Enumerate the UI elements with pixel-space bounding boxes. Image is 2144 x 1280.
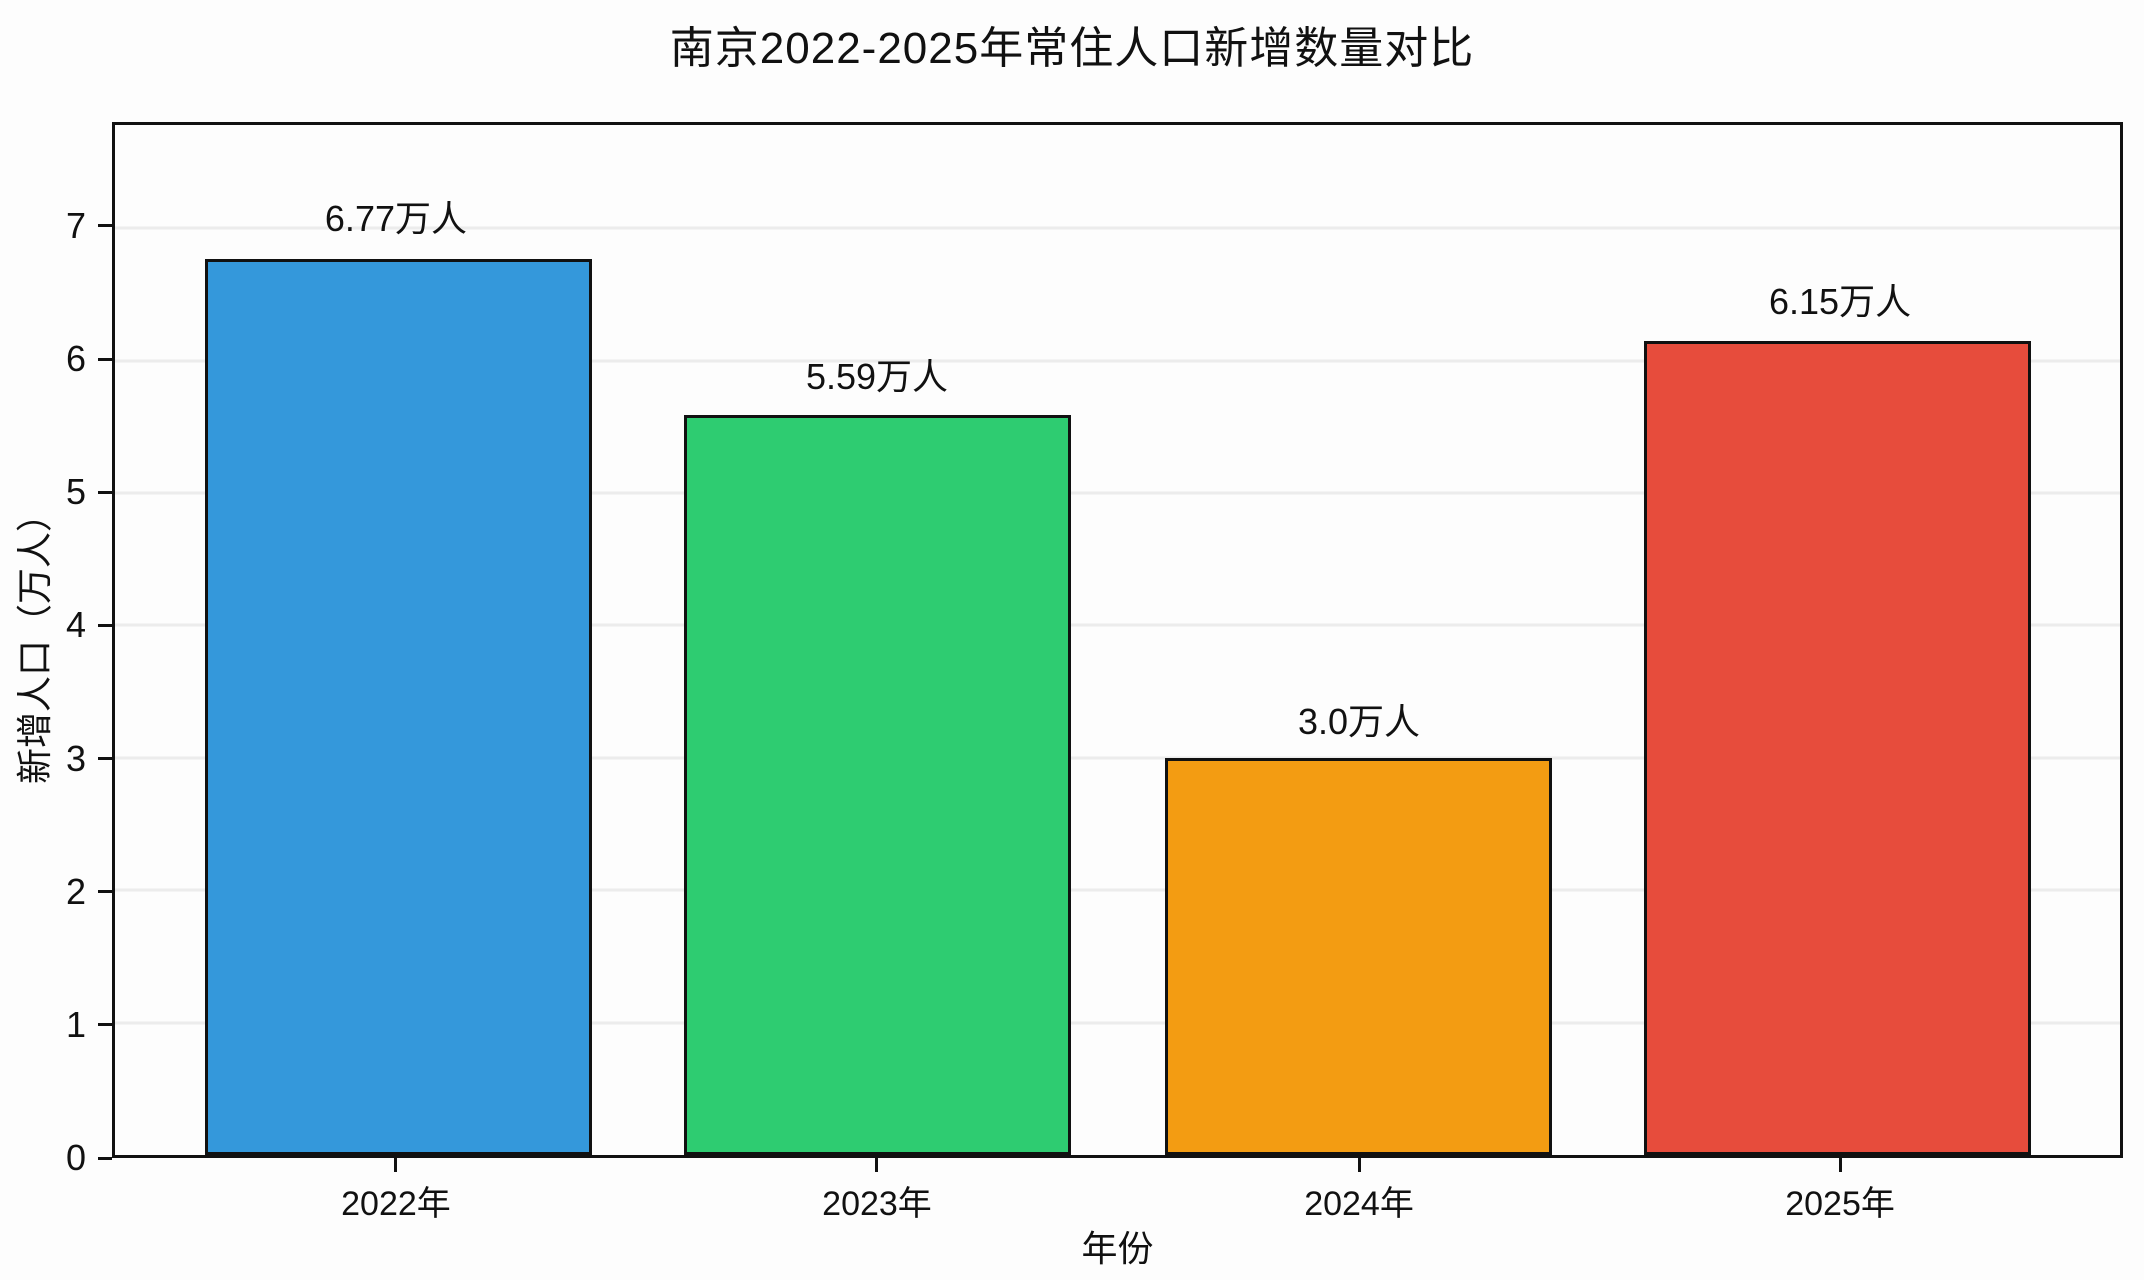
x-axis-label: 年份	[1081, 1228, 1154, 1269]
bar-value-label: 6.15万人	[1769, 281, 1912, 323]
y-tick-label: 6	[65, 338, 86, 380]
gridline	[115, 359, 2120, 363]
bar-2022	[204, 258, 592, 1155]
x-tick-mark	[1357, 1158, 1361, 1172]
y-tick-mark	[98, 890, 112, 894]
bar-value-label: 5.59万人	[805, 355, 949, 397]
y-tick-label: 2	[65, 870, 86, 912]
gridline	[115, 623, 2120, 627]
plot-area	[112, 122, 2123, 1158]
y-tick-label: 4	[65, 604, 86, 646]
x-tick-mark	[875, 1158, 879, 1172]
x-tick-label: 2022年	[341, 1185, 451, 1223]
bar-2025	[1644, 340, 2032, 1155]
y-tick-mark	[98, 623, 112, 627]
bar-value-label: 6.77万人	[324, 198, 467, 240]
y-tick-mark	[98, 357, 112, 361]
chart-title: 南京2022-2025年常住人口新增数量对比	[669, 24, 1475, 73]
y-tick-label: 3	[65, 737, 86, 779]
x-tick-label: 2023年	[822, 1185, 932, 1223]
y-tick-mark	[98, 1156, 112, 1160]
y-tick-label: 7	[65, 204, 86, 246]
y-tick-mark	[98, 490, 112, 494]
x-tick-label: 2025年	[1785, 1185, 1895, 1223]
y-tick-label: 5	[65, 471, 86, 513]
y-tick-mark	[98, 757, 112, 760]
gridline	[115, 756, 2120, 760]
y-tick-label: 0	[65, 1137, 86, 1178]
y-tick-mark	[98, 224, 112, 228]
bar-value-label: 3.0万人	[1297, 700, 1421, 742]
y-tick-label: 1	[65, 1003, 86, 1045]
gridline	[115, 491, 2120, 495]
x-tick-label: 2024年	[1304, 1185, 1414, 1223]
gridline	[115, 226, 2120, 230]
bar-2023	[684, 414, 1072, 1155]
bar-2024	[1164, 757, 1552, 1155]
x-tick-mark	[394, 1158, 398, 1172]
gridline	[115, 1021, 2120, 1025]
x-tick-mark	[1838, 1158, 1842, 1172]
y-tick-mark	[98, 1023, 112, 1027]
gridline	[115, 888, 2120, 892]
